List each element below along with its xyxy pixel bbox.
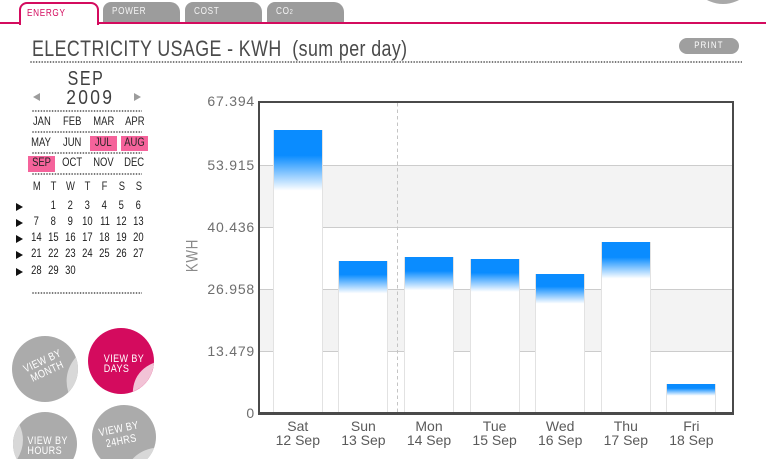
svg-text:HOURS: HOURS — [27, 445, 62, 457]
svg-text:DAYS: DAYS — [104, 363, 130, 375]
svg-text:VIEW BY: VIEW BY — [104, 353, 144, 365]
svg-text:VIEW BY: VIEW BY — [27, 435, 67, 447]
